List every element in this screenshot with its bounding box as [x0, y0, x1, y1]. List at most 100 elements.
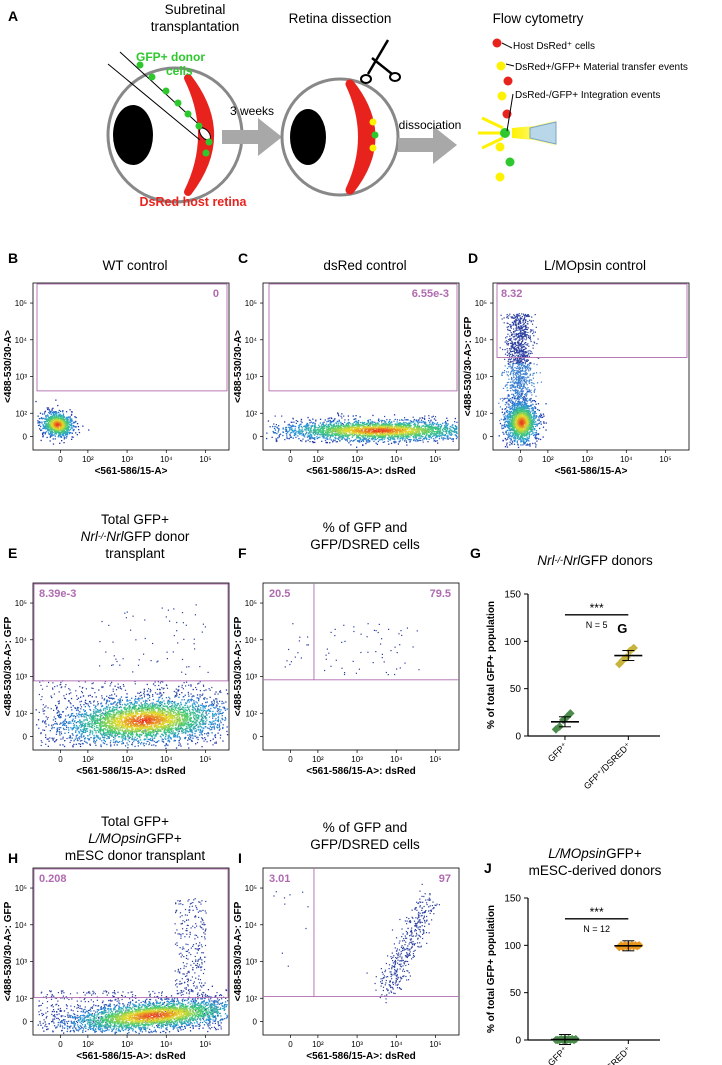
x-tick-label: 10³ — [121, 755, 133, 764]
gate-value: 8.32 — [501, 288, 522, 300]
y-tick-label: 0 — [253, 1018, 258, 1027]
x-tick-label: 10⁴ — [160, 1040, 173, 1049]
title-b: WT control — [102, 258, 168, 273]
gate-value: 0 — [213, 288, 219, 300]
donor-label: GFP+ donor cells — [136, 50, 205, 78]
significance-label: *** — [590, 601, 604, 615]
schematic-svg — [106, 38, 557, 204]
x-tick-label: GFP⁺/DSRED⁺ — [582, 740, 633, 791]
title-g: Nrl-/-NrlGFP donors — [537, 553, 653, 568]
title-e: Total GFP+ Nrl-/-NrlGFP donor transplant — [80, 512, 190, 561]
x-tick-label: 10³ — [121, 455, 133, 464]
y-tick-label: 10⁵ — [15, 884, 27, 893]
event-label-integration: DsRed-/GFP+ Integration events — [515, 90, 661, 101]
x-tick-label: 10⁴ — [620, 455, 633, 464]
step2-title: Retina dissection — [288, 11, 392, 26]
y-tick-label: 10³ — [475, 373, 487, 382]
x-tick-label: 10⁵ — [199, 1040, 211, 1049]
gate-value: 97 — [439, 873, 451, 885]
y-tick-label: 50 — [510, 684, 522, 695]
y-tick-label: 10³ — [15, 373, 27, 382]
x-tick-label: 10⁵ — [659, 455, 671, 464]
arrow-1 — [222, 118, 282, 156]
x-tick-label: 10⁴ — [160, 455, 173, 464]
panel-label-a: A — [8, 8, 19, 24]
gate — [36, 283, 228, 392]
panel-label-i: I — [238, 850, 242, 866]
y-tick-label: 150 — [504, 894, 521, 905]
y-tick-label: 10² — [15, 409, 27, 418]
y-tick-label: 10⁵ — [15, 299, 27, 308]
x-tick-label: 10⁵ — [429, 1040, 441, 1049]
x-axis-label: <561-586/15-A> — [95, 466, 168, 477]
flow-plot-c: 0 10² 10³ 10⁴ 10⁵ 0 10² 10³ 10⁴ 10⁵ <561-586/15-A>… — [233, 282, 460, 477]
x-tick-label: 10⁴ — [390, 755, 403, 764]
y-tick-label: 10⁴ — [245, 336, 258, 345]
arrow1-label: 3 weeks — [229, 104, 275, 118]
x-tick-label: 0 — [518, 455, 523, 464]
x-axis-label: <561-586/15-A>: dsRed — [306, 766, 416, 777]
y-tick-label: 10² — [245, 409, 257, 418]
y-axis-label: <488-530/30-A>: GFP — [463, 316, 474, 416]
host-retina-1 — [184, 74, 214, 196]
scissors-icon — [360, 39, 401, 84]
inner-panel-label: G — [617, 621, 627, 636]
x-tick-label: 10² — [82, 1040, 94, 1049]
y-axis-label: <488-530/30-A>: GFP — [3, 901, 14, 1001]
flow-plot-b: 0 10² 10³ 10⁴ 10⁵ 0 10² 10³ 10⁴ 10⁵ <561-586/15-A>… — [3, 282, 230, 477]
y-tick-label: 0 — [515, 732, 521, 743]
flow-plot-d: 0 10² 10³ 10⁴ 10⁵ 0 10² 10³ 10⁴ 10⁵ <561-586/15-A>… — [463, 282, 690, 477]
arrow2-label: dissociation — [398, 118, 462, 132]
gate-value: 20.5 — [269, 588, 290, 600]
x-tick-label: GFP⁺ — [546, 1044, 570, 1065]
x-tick-label: 10² — [312, 1040, 324, 1049]
plot-frame — [262, 582, 460, 751]
panel-label-h: H — [8, 850, 19, 866]
gate — [268, 283, 458, 392]
host-label: DsRed host retina — [139, 195, 247, 209]
significance-label: *** — [590, 905, 604, 919]
x-tick-label: 0 — [288, 755, 293, 764]
gate-value: 3.01 — [269, 873, 290, 885]
dot-plot-j: 0 50 100 150 % of total GFP+ population GFP⁺ G… — [486, 894, 660, 1065]
title-h: Total GFP+ L/MOpsinGFP+ mESC donor trans… — [64, 814, 206, 863]
x-tick-label: GFP⁺ — [546, 740, 570, 764]
title-j: L/MOpsinGFP+ mESC-derived donors — [528, 846, 662, 878]
x-tick-label: 10⁴ — [390, 455, 403, 464]
panel-label-j: J — [484, 860, 492, 876]
y-tick-label: 10³ — [245, 673, 257, 682]
step1-title: Subretinal transplantation — [150, 2, 240, 34]
y-axis-label: <488-530/30-A>: GFP — [3, 616, 14, 716]
n-label: N = 12 — [583, 924, 610, 934]
y-tick-label: 0 — [515, 1036, 521, 1047]
x-axis-label: <561-586/15-A>: dsRed — [76, 1051, 186, 1062]
pupil-1 — [113, 105, 153, 165]
x-tick-label: 0 — [288, 1040, 293, 1049]
host-retina-2 — [345, 79, 376, 195]
x-tick-label: 10² — [542, 455, 554, 464]
x-tick-label: 0 — [58, 455, 63, 464]
panel-label-c: C — [238, 250, 249, 266]
flow-stream — [478, 38, 557, 182]
gate — [33, 583, 229, 682]
pupil-2 — [290, 109, 326, 165]
y-tick-label: 10⁴ — [15, 921, 28, 930]
data-point — [566, 709, 575, 718]
x-tick-label: 0 — [58, 755, 63, 764]
y-axis-label: <488-530/30-A>: GFP — [233, 901, 244, 1001]
y-axis-label: % of total GFP+ population — [486, 601, 497, 729]
x-tick-label: 10⁵ — [429, 455, 441, 464]
x-tick-label: 10⁴ — [390, 1040, 403, 1049]
y-tick-label: 10³ — [245, 958, 257, 967]
y-tick-label: 100 — [504, 637, 521, 648]
x-tick-label: 10³ — [351, 755, 363, 764]
y-tick-label: 10⁴ — [15, 336, 28, 345]
gate-value: 0.208 — [39, 873, 67, 885]
x-tick-label: 10³ — [121, 1040, 133, 1049]
y-tick-label: 10² — [245, 994, 257, 1003]
title-c: dsRed control — [323, 258, 407, 273]
y-tick-label: 10⁴ — [245, 921, 258, 930]
flow-plot-i: 0 10² 10³ 10⁴ 10⁵ 0 10² 10³ 10⁴ 10⁵ <561-586/15-A>… — [233, 867, 460, 1062]
x-tick-label: 10⁴ — [160, 755, 173, 764]
